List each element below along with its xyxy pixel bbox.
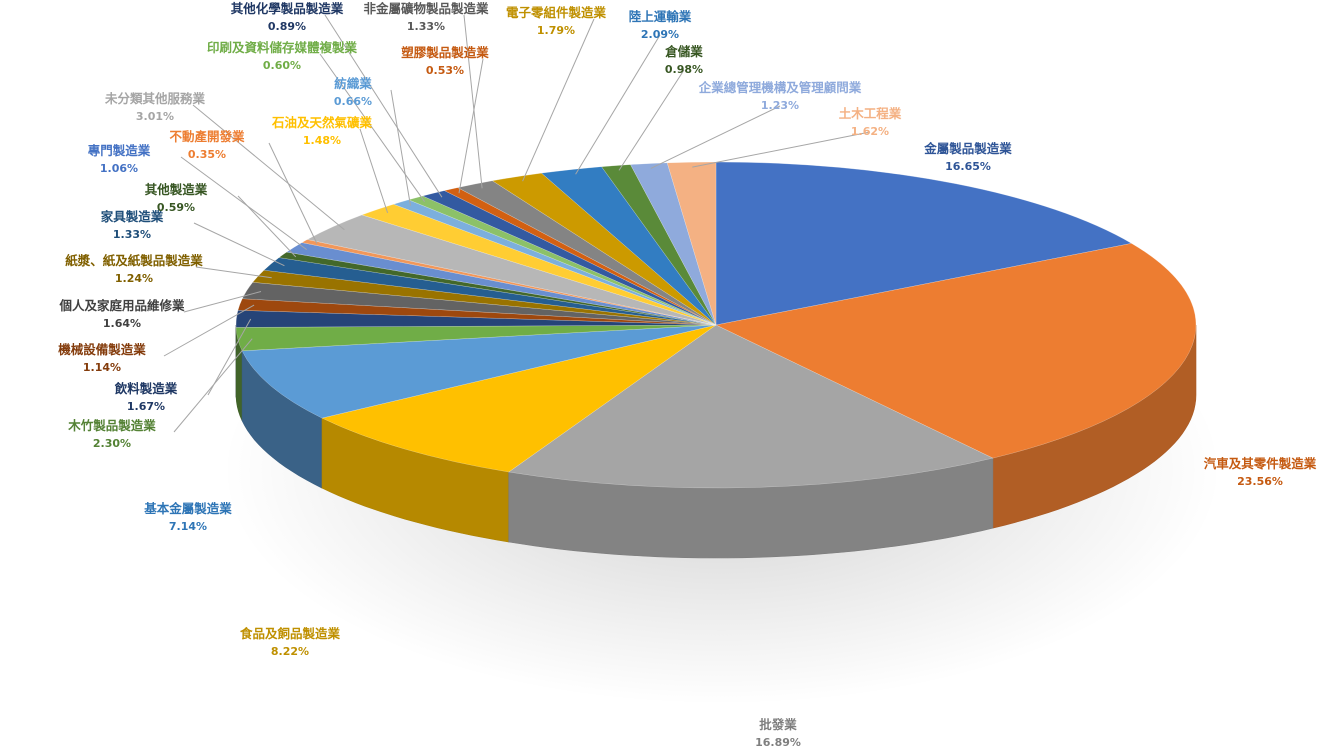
- slice-label-name: 機械設備製造業: [58, 342, 146, 357]
- pie-tops: [235, 161, 1197, 489]
- leader-line: [463, 14, 483, 189]
- leader-line: [192, 104, 345, 231]
- slice-label-value: 1.23%: [761, 99, 799, 112]
- slice-label-name: 紡織業: [334, 76, 372, 91]
- slice-label-name: 石油及天然氣礦業: [271, 115, 373, 130]
- slice-label-value: 1.06%: [100, 162, 138, 175]
- slice-label-value: 0.59%: [157, 201, 195, 214]
- data-labels: 金屬製品製造業 16.65% 汽車及其零件製造業 23.56% 批發業 16.89% 食品及…: [58, 1, 1317, 749]
- leader-line: [522, 18, 595, 182]
- slice-label-value: 1.14%: [83, 361, 121, 374]
- slice-label-name: 家具製造業: [101, 209, 164, 224]
- slice-label-value: 2.09%: [641, 28, 679, 41]
- slice-label-value: 0.89%: [268, 20, 306, 33]
- slice-label-name: 其他製造業: [145, 182, 208, 197]
- slice-label-value: 1.62%: [851, 125, 889, 138]
- slice-label-name: 印刷及資料儲存媒體複製業: [207, 40, 358, 55]
- pie-slice: [321, 324, 717, 473]
- slice-label-name: 木竹製品製造業: [67, 418, 156, 433]
- slice-label-value: 23.56%: [1237, 475, 1283, 488]
- slice-label-value: 1.64%: [103, 317, 141, 330]
- slice-label-name: 個人及家庭用品維修業: [58, 298, 185, 313]
- slice-label-value: 0.98%: [665, 63, 703, 76]
- leader-line: [193, 222, 285, 267]
- slice-label-name: 專門製造業: [88, 143, 151, 158]
- leader-lines: [163, 14, 871, 433]
- slice-label-name: 紙漿、紙及紙製品製造業: [65, 253, 203, 268]
- leader-line: [207, 318, 252, 396]
- slice-label-name: 倉儲業: [664, 44, 703, 59]
- slice-label-name: 非金屬礦物製品製造業: [363, 1, 489, 16]
- slice-label-value: 1.33%: [113, 228, 151, 241]
- slice-label-value: 0.53%: [426, 64, 464, 77]
- leader-line: [180, 156, 307, 251]
- slice-label-value: 1.48%: [303, 134, 341, 147]
- leader-line: [163, 304, 255, 357]
- slice-label-value: 3.01%: [136, 110, 174, 123]
- slice-label-name: 企業總管理機構及管理顧問業: [698, 80, 862, 95]
- slice-label-name: 基本金屬製造業: [143, 501, 232, 516]
- leader-line: [650, 105, 781, 169]
- slice-label-name: 食品及飼品製造業: [239, 626, 341, 641]
- leader-line: [324, 14, 443, 198]
- leader-line: [458, 58, 484, 194]
- pie-slice: [241, 324, 717, 419]
- slice-label-name: 未分類其他服務業: [104, 91, 206, 106]
- slice-label-name: 塑膠製品製造業: [401, 45, 489, 60]
- slice-label-value: 1.67%: [127, 400, 165, 413]
- pie-slice: [715, 161, 1133, 326]
- slice-label-name: 土木工程業: [839, 106, 902, 121]
- slice-label-name: 飲料製造業: [114, 381, 178, 396]
- slice-label-value: 7.14%: [169, 520, 207, 533]
- slice-label-name: 汽車及其零件製造業: [1204, 456, 1317, 471]
- slice-label-value: 0.60%: [263, 59, 301, 72]
- slice-label-name: 其他化學製品製造業: [231, 1, 344, 16]
- leader-line: [319, 53, 426, 202]
- slice-label-value: 16.65%: [945, 160, 991, 173]
- slice-label-value: 0.66%: [334, 95, 372, 108]
- leader-line: [183, 291, 262, 313]
- pie-slice: [508, 324, 994, 489]
- pie-sides: [235, 324, 1197, 559]
- leader-line: [618, 69, 685, 171]
- slice-label-value: 1.33%: [407, 20, 445, 33]
- leader-line: [268, 142, 318, 244]
- slice-label-value: 2.30%: [93, 437, 131, 450]
- pie-slice: [715, 243, 1197, 459]
- leader-line: [575, 34, 661, 175]
- leader-line: [692, 131, 871, 168]
- slice-label-value: 0.35%: [188, 148, 226, 161]
- slice-label-value: 16.89%: [755, 736, 801, 749]
- leader-line: [390, 89, 411, 206]
- slice-label-name: 不動產開發業: [169, 129, 245, 144]
- slice-label-name: 金屬製品製造業: [923, 141, 1012, 156]
- leader-line: [195, 266, 272, 279]
- slice-label-name: 陸上運輸業: [629, 9, 692, 24]
- leader-line: [359, 128, 389, 214]
- slice-label-name: 電子零組件製造業: [506, 5, 607, 20]
- slice-label-value: 1.24%: [115, 272, 153, 285]
- slice-label-value: 8.22%: [271, 645, 309, 658]
- slice-label-value: 1.79%: [537, 24, 575, 37]
- slice-label-name: 批發業: [759, 717, 797, 732]
